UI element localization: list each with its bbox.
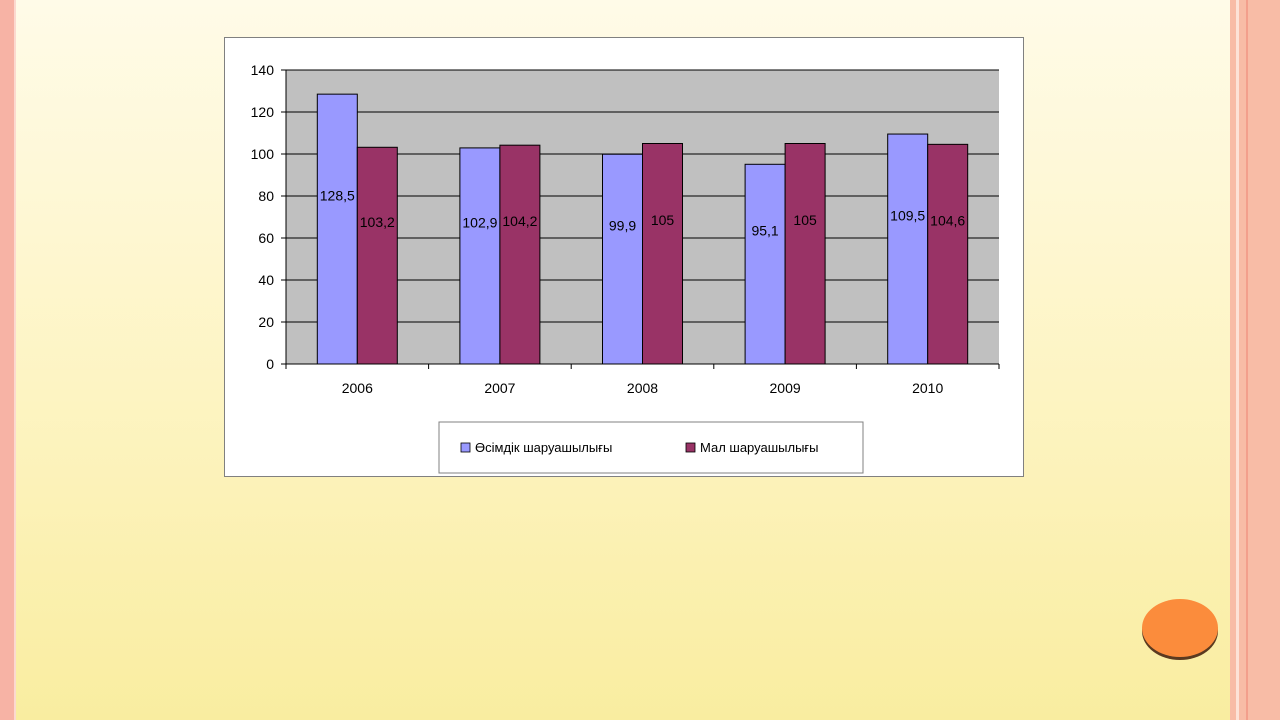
- bar-livestock: [499, 144, 541, 365]
- data-label: 104,2: [502, 213, 537, 229]
- bar-livestock: [927, 143, 969, 365]
- bars: [316, 93, 969, 365]
- data-label: 102,9: [462, 214, 497, 230]
- bar-plant: [316, 93, 358, 365]
- x-tick-label: 2007: [484, 380, 515, 396]
- bar-plant: [744, 163, 786, 365]
- legend-label-plant: Өсімдік шаруашылығы: [475, 440, 612, 455]
- y-tick-label: 0: [266, 356, 274, 372]
- bar-livestock: [356, 146, 398, 365]
- y-tick-label: 60: [258, 230, 274, 246]
- right-bar-stripe-dark: [1246, 0, 1248, 720]
- y-tick-label: 40: [258, 272, 274, 288]
- x-tick-label: 2010: [912, 380, 943, 396]
- data-label: 105: [651, 212, 675, 228]
- x-axis: 2006 2007 2008 2009 2010: [285, 363, 1000, 396]
- bar-livestock: [784, 143, 826, 365]
- legend: Өсімдік шаруашылығы Мал шаруашылығы: [438, 421, 864, 474]
- data-labels: 128,5 102,9 99,9 95,1 109,5 103,2 104,2 105 105 1…: [320, 187, 966, 238]
- data-label: 99,9: [609, 218, 636, 234]
- data-label: 109,5: [890, 207, 925, 223]
- y-tick-label: 140: [251, 62, 275, 78]
- bar-livestock: [642, 143, 683, 365]
- left-decorative-bar: [0, 0, 16, 720]
- right-decorative-bar: [1230, 0, 1280, 720]
- data-label: 128,5: [320, 187, 355, 203]
- data-label: 95,1: [751, 223, 778, 239]
- y-tick-label: 100: [251, 146, 275, 162]
- bar-plant: [602, 153, 643, 365]
- data-label: 103,2: [360, 214, 395, 230]
- bar-plant: [459, 147, 501, 365]
- legend-box: [438, 421, 864, 474]
- chart-frame: 0 20 40 60 80 100 120 140 2006 2007 2008 2009 2010 …: [224, 37, 1024, 477]
- next-slide-button[interactable]: [1142, 599, 1218, 657]
- data-label: 104,6: [930, 213, 965, 229]
- right-bar-stripe-light: [1236, 0, 1239, 720]
- y-tick-label: 120: [251, 104, 275, 120]
- data-label: 105: [793, 212, 817, 228]
- y-axis: 0 20 40 60 80 100 120 140: [251, 62, 287, 372]
- legend-label-livestock: Мал шаруашылығы: [700, 440, 819, 455]
- x-tick-label: 2008: [627, 380, 658, 396]
- bar-plant: [887, 133, 929, 365]
- legend-swatch-livestock: [685, 442, 696, 453]
- x-tick-label: 2009: [770, 380, 801, 396]
- x-tick-label: 2006: [342, 380, 373, 396]
- y-tick-label: 80: [258, 188, 274, 204]
- legend-swatch-plant: [460, 442, 471, 453]
- y-tick-label: 20: [258, 314, 274, 330]
